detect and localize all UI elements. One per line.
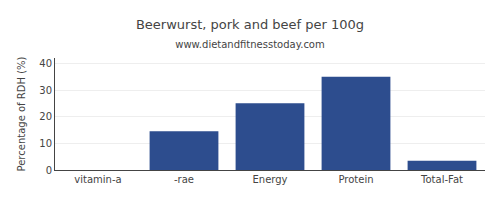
svg-text:40: 40 — [39, 58, 52, 69]
svg-text:20: 20 — [39, 111, 52, 122]
svg-text:Energy: Energy — [252, 174, 287, 185]
svg-text:Beerwurst, pork and beef per 1: Beerwurst, pork and beef per 100g — [136, 17, 364, 32]
svg-text:0: 0 — [46, 165, 52, 176]
svg-text:10: 10 — [39, 138, 52, 149]
svg-text:-rae: -rae — [174, 174, 194, 185]
svg-text:vitamin-a: vitamin-a — [74, 174, 121, 185]
svg-text:Percentage of RDH (%): Percentage of RDH (%) — [16, 56, 27, 171]
svg-text:www.dietandfitnesstoday.com: www.dietandfitnesstoday.com — [175, 39, 324, 50]
svg-text:Protein: Protein — [338, 174, 373, 185]
svg-text:Total-Fat: Total-Fat — [420, 174, 463, 185]
svg-text:30: 30 — [39, 85, 52, 96]
